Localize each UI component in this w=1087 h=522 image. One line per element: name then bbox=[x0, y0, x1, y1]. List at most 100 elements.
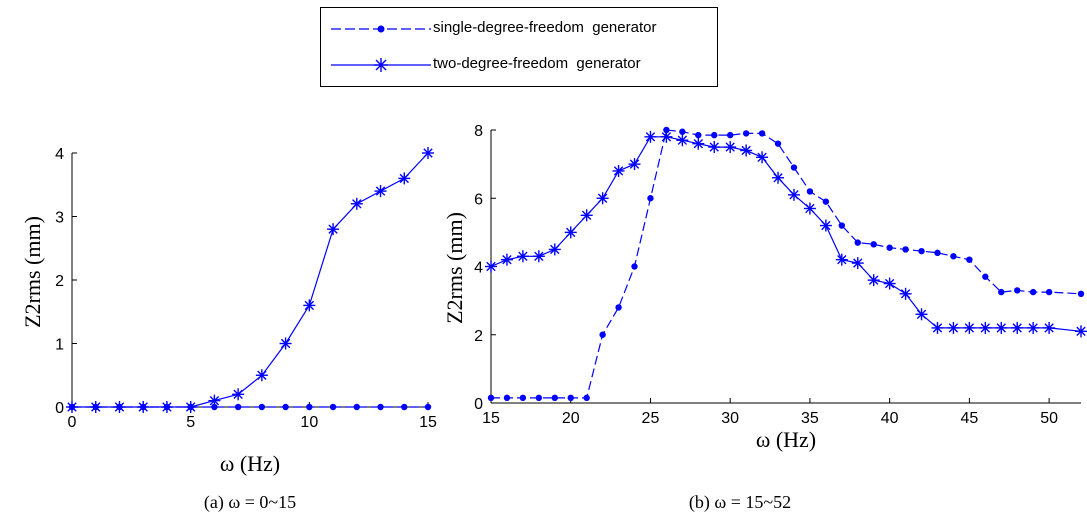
data-point-single-degree bbox=[306, 403, 313, 411]
data-point-two-degree bbox=[1027, 321, 1040, 334]
data-point-single-degree bbox=[258, 403, 266, 411]
data-point-two-degree bbox=[66, 401, 78, 413]
data-point-two-degree bbox=[279, 337, 292, 350]
legend: single-degree-freedom generator two-degr… bbox=[320, 7, 718, 87]
data-point-two-degree bbox=[628, 158, 641, 171]
data-point-single-degree bbox=[329, 403, 337, 411]
legend-entry-two-degree: two-degree-freedom generator bbox=[321, 48, 717, 82]
data-point-two-degree bbox=[184, 401, 197, 413]
data-point-single-degree bbox=[234, 403, 242, 411]
data-point-single-degree bbox=[726, 131, 734, 139]
data-point-two-degree bbox=[232, 388, 245, 401]
data-point-single-degree bbox=[663, 126, 670, 134]
data-point-single-degree bbox=[583, 394, 590, 402]
data-point-single-degree bbox=[918, 247, 925, 255]
data-point-two-degree bbox=[208, 394, 221, 407]
data-point-single-degree bbox=[998, 288, 1005, 296]
data-point-two-degree bbox=[612, 164, 625, 177]
data-point-two-degree bbox=[787, 188, 800, 201]
y-tick-label: 0 bbox=[55, 400, 64, 417]
data-point-two-degree bbox=[803, 202, 816, 215]
data-point-two-degree bbox=[963, 321, 976, 334]
series-line-two-degree bbox=[72, 152, 429, 408]
data-point-two-degree bbox=[160, 401, 173, 413]
data-point-single-degree bbox=[503, 394, 511, 402]
data-point-single-degree bbox=[742, 130, 750, 137]
legend-entry-single-degree: single-degree-freedom generator bbox=[321, 12, 717, 46]
data-point-two-degree bbox=[374, 185, 387, 198]
data-point-single-degree bbox=[758, 130, 766, 137]
legend-dot-marker-line bbox=[331, 25, 431, 33]
x-tick-label: 5 bbox=[186, 414, 195, 431]
y-tick-label: 6 bbox=[474, 191, 483, 208]
data-point-two-degree bbox=[931, 321, 944, 334]
data-point-two-degree bbox=[676, 134, 689, 147]
chart-caption: (a) ω = 0~15 bbox=[204, 492, 296, 513]
x-tick-label: 15 bbox=[419, 414, 437, 431]
y-axis-label: Z2rms (mm) bbox=[442, 212, 467, 324]
chart-b: 15 20 25 30 35 40 45 50 0 2 4 6 8 Z2rms (mm) ω (Hz) (b)… bbox=[442, 123, 1087, 513]
series-line-single-degree bbox=[491, 129, 1082, 399]
series-line-two-degree bbox=[490, 136, 1082, 332]
x-tick-label: 30 bbox=[721, 410, 739, 427]
data-point-single-degree bbox=[695, 131, 702, 139]
x-tick-label: 10 bbox=[300, 414, 318, 431]
legend-label-single-degree: single-degree-freedom generator bbox=[433, 19, 657, 36]
data-point-two-degree bbox=[740, 144, 753, 157]
data-point-two-degree bbox=[532, 250, 545, 263]
data-point-two-degree bbox=[660, 130, 673, 143]
data-point-two-degree bbox=[724, 141, 737, 154]
data-point-single-degree bbox=[711, 131, 718, 139]
data-point-single-degree bbox=[1077, 290, 1085, 297]
data-point-two-degree bbox=[1043, 321, 1056, 334]
data-point-single-degree bbox=[615, 304, 622, 311]
data-point-two-degree bbox=[516, 250, 529, 263]
data-point-two-degree bbox=[995, 321, 1008, 334]
data-point-single-degree bbox=[424, 403, 432, 411]
data-point-two-degree bbox=[255, 369, 268, 382]
x-tick-label: 20 bbox=[562, 410, 580, 427]
data-point-single-degree bbox=[870, 241, 877, 248]
data-point-single-degree bbox=[401, 403, 408, 411]
data-point-single-degree bbox=[1014, 287, 1021, 294]
data-point-two-degree bbox=[89, 401, 102, 413]
x-tick-label: 0 bbox=[68, 414, 77, 431]
data-point-single-degree bbox=[822, 198, 830, 205]
data-point-two-degree bbox=[564, 226, 577, 239]
data-point-two-degree bbox=[580, 209, 593, 222]
data-point-single-degree bbox=[282, 403, 289, 411]
data-point-single-degree bbox=[806, 188, 814, 195]
data-point-single-degree bbox=[790, 164, 798, 171]
data-point-single-degree bbox=[966, 256, 973, 263]
data-point-two-degree bbox=[596, 192, 609, 205]
data-point-two-degree bbox=[500, 253, 513, 266]
y-tick-label: 1 bbox=[55, 337, 64, 354]
data-point-two-degree bbox=[692, 137, 705, 150]
x-axis-label: ω (Hz) bbox=[220, 451, 280, 476]
data-point-single-degree bbox=[535, 394, 543, 402]
y-axis-label: Z2rms (mm) bbox=[20, 216, 45, 328]
data-point-two-degree bbox=[485, 260, 497, 273]
data-point-single-degree bbox=[211, 403, 218, 411]
data-point-two-degree bbox=[327, 223, 340, 236]
data-point-single-degree bbox=[679, 128, 686, 135]
data-point-single-degree bbox=[353, 403, 360, 411]
data-point-single-degree bbox=[487, 394, 495, 402]
data-point-two-degree bbox=[548, 243, 561, 256]
data-point-two-degree bbox=[350, 197, 363, 210]
data-point-two-degree bbox=[398, 172, 411, 185]
data-point-two-degree bbox=[708, 141, 721, 154]
data-point-single-degree bbox=[599, 331, 606, 338]
x-tick-label: 15 bbox=[482, 410, 500, 427]
data-point-single-degree bbox=[886, 244, 893, 251]
data-point-single-degree bbox=[1029, 288, 1037, 296]
y-tick-label: 4 bbox=[55, 146, 64, 163]
x-axis-label: ω (Hz) bbox=[756, 427, 816, 452]
data-point-two-degree bbox=[819, 219, 832, 232]
data-point-two-degree bbox=[772, 171, 785, 184]
chart-caption: (b) ω = 15~52 bbox=[689, 492, 791, 513]
data-point-single-degree bbox=[631, 263, 638, 270]
data-point-two-degree bbox=[899, 287, 912, 300]
x-tick-label: 40 bbox=[881, 410, 899, 427]
